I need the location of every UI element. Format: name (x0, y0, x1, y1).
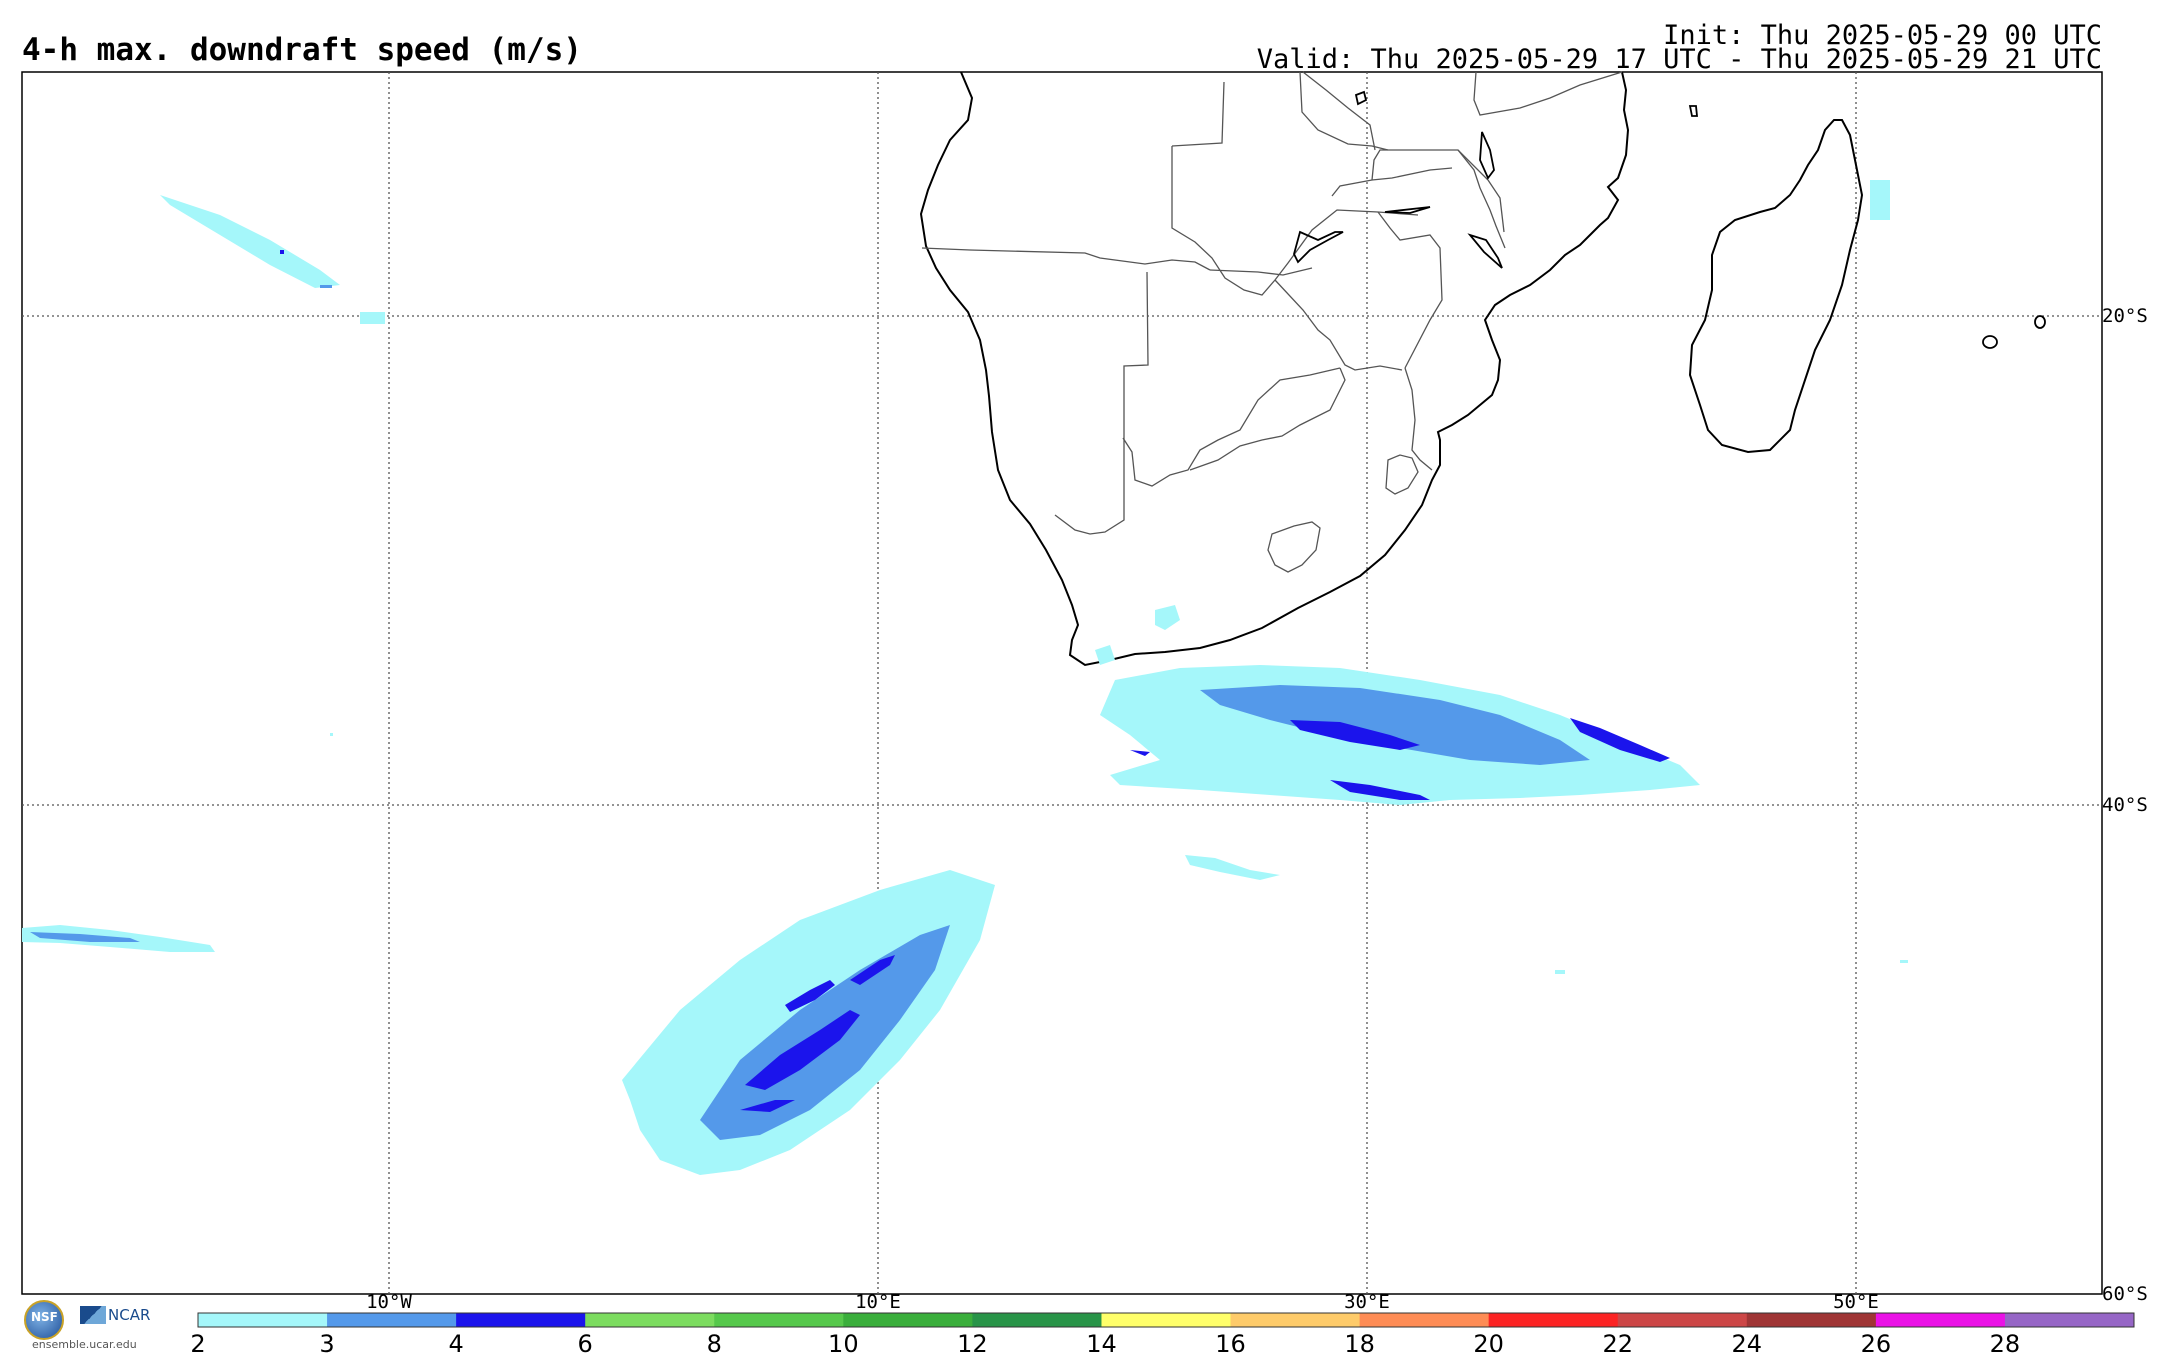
longitude-labels: 10°W 10°E 30°E 50°E (366, 1291, 1879, 1313)
lon-label-10w: 10°W (366, 1291, 412, 1313)
lakes (1293, 90, 1503, 269)
colorbar-swatch (456, 1313, 586, 1327)
colorbar-swatch (714, 1313, 844, 1327)
map-title: 4-h max. downdraft speed (m/s) (22, 32, 582, 68)
valid-time: Valid: Thu 2025-05-29 17 UTC - Thu 2025-… (1256, 44, 2102, 75)
colorbar-tick-label: 4 (448, 1330, 463, 1354)
colorbar-tick-label: 28 (1990, 1330, 2021, 1354)
init-time: Init: Thu 2025-05-29 00 UTC (1663, 20, 2102, 51)
colorbar-tick-label: 26 (1861, 1330, 1892, 1354)
downdraft-field-west (22, 925, 215, 952)
colorbar-swatch (1359, 1313, 1490, 1327)
colorbar (197, 1312, 2135, 1328)
lon-label-10e: 10°E (855, 1291, 901, 1313)
colorbar-tick-label: 2 (190, 1330, 205, 1354)
colorbar-swatch (1230, 1313, 1361, 1327)
lon-label-30e: 30°E (1344, 1291, 1390, 1313)
country-borders (921, 71, 1623, 573)
lat-label-20s: 20°S (2102, 305, 2148, 327)
logo-area: NSF NCAR ensemble.ucar.edu (24, 1300, 164, 1352)
colorbar-swatch (1488, 1313, 1619, 1327)
colorbar-swatch (972, 1313, 1102, 1327)
colorbar-tick-label: 12 (957, 1330, 988, 1354)
colorbar-tick-label: 3 (319, 1330, 334, 1354)
nsf-logo-text: NSF (31, 1310, 58, 1324)
colorbar-tick-label: 14 (1086, 1330, 1117, 1354)
islands (1688, 105, 2046, 349)
lat-label-40s: 40°S (2102, 794, 2148, 816)
colorbar-tick-label: 10 (828, 1330, 859, 1354)
colorbar-tick-label: 6 (578, 1330, 593, 1354)
colorbar-tick-label: 16 (1215, 1330, 1246, 1354)
site-url: ensemble.ucar.edu (32, 1338, 137, 1351)
colorbar-tick-label: 22 (1602, 1330, 1633, 1354)
colorbar-swatch (198, 1313, 328, 1327)
colorbar-swatch (327, 1313, 457, 1327)
colorbar-tick-label: 20 (1473, 1330, 1504, 1354)
colorbar-swatch (1617, 1313, 1748, 1327)
colorbar-swatch (585, 1313, 715, 1327)
colorbar-border (197, 1312, 2135, 1328)
colorbar-swatch (843, 1313, 973, 1327)
africa-coastline (919, 71, 1630, 667)
colorbar-labels: 2 3 4 6 8 10 12 14 16 18 20 22 24 26 28 (190, 1330, 2020, 1354)
lat-label-60s: 60°S (2102, 1283, 2148, 1305)
colorbar-swatch (1101, 1313, 1232, 1327)
colorbar-tick-label: 8 (707, 1330, 722, 1354)
ncar-logo-text: NCAR (108, 1306, 151, 1324)
colorbar-swatch (2004, 1313, 2135, 1327)
lon-label-50e: 50°E (1833, 1291, 1879, 1313)
downdraft-speckles (160, 180, 1908, 974)
colorbar-swatch (1746, 1313, 1877, 1327)
latitude-labels: 20°S 40°S 60°S (2102, 305, 2148, 1305)
madagascar-outline (1688, 119, 1864, 454)
colorbar-tick-label: 18 (1344, 1330, 1375, 1354)
nsf-logo (24, 1300, 64, 1340)
colorbar-tick-label: 24 (1732, 1330, 1763, 1354)
colorbar-swatch (1875, 1313, 2006, 1327)
map-frame (21, 71, 2103, 1295)
downdraft-field-south-of-africa (1095, 605, 1700, 880)
ncar-logo-icon (80, 1306, 106, 1324)
downdraft-field-south-atlantic (622, 870, 995, 1175)
